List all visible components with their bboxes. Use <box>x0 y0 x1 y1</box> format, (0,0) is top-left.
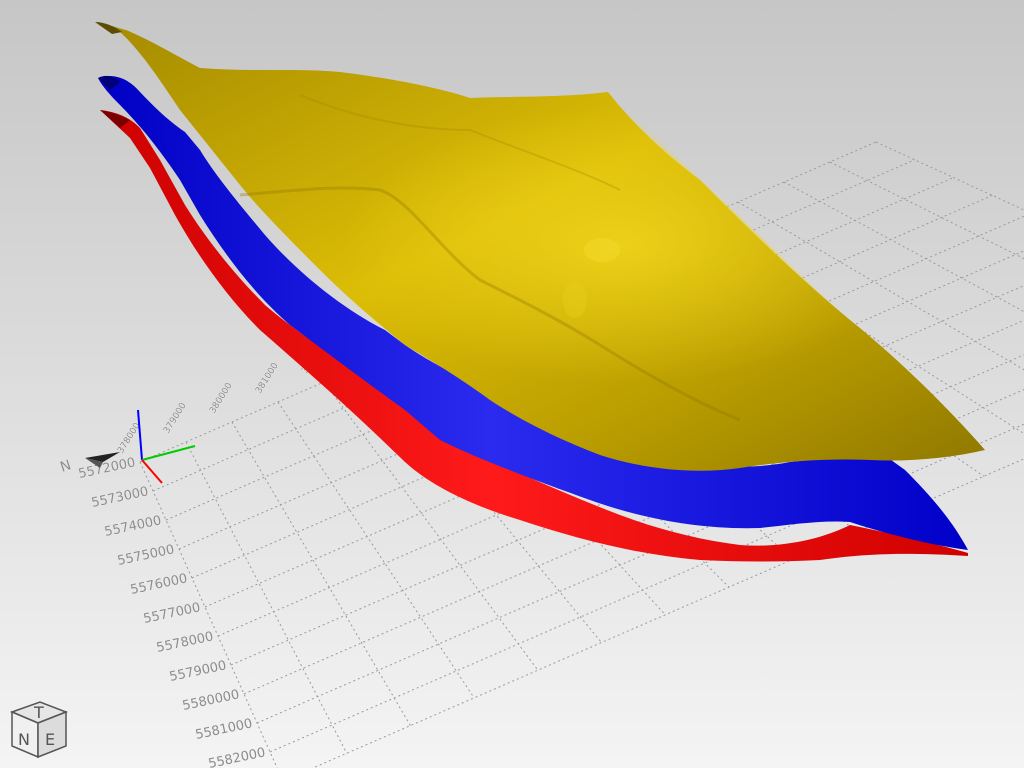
red-horizon-surface[interactable] <box>100 110 968 562</box>
grid-line <box>737 201 1024 371</box>
view-cube-top-face[interactable]: T <box>33 703 44 722</box>
yellow-surface-ridge <box>299 94 621 191</box>
north-arrow-icon <box>85 452 120 462</box>
red-horizon-top-edge <box>100 110 130 128</box>
axes-triad <box>137 409 196 484</box>
view-cube-front-face[interactable]: N <box>18 730 30 749</box>
blue-horizon-surface[interactable] <box>98 75 968 550</box>
grid-line <box>277 401 475 699</box>
x-axis-line <box>141 445 196 461</box>
grid-line <box>256 388 1024 724</box>
yellow-surface-bump <box>563 282 587 318</box>
grid-line <box>230 319 1024 666</box>
view-cube-icon[interactable]: T N E <box>9 701 69 759</box>
north-arrow-label: N <box>58 457 73 475</box>
grid-line <box>165 177 954 521</box>
grid-line <box>243 354 1024 695</box>
north-arrow: N <box>58 452 120 476</box>
yellow-surface-ridge <box>239 186 741 422</box>
grid-line <box>829 161 1024 260</box>
yellow-surface-bump <box>584 238 620 262</box>
view-cube-right-face[interactable]: E <box>45 730 55 749</box>
z-axis-line <box>137 409 143 461</box>
blue-horizon-top-edge <box>98 75 120 90</box>
grid-line <box>185 441 348 754</box>
north-arrow-icon <box>85 458 103 468</box>
grid-line <box>139 461 278 768</box>
yellow-horizon-top-edge <box>95 22 122 34</box>
yellow-surface-highlight <box>180 68 985 462</box>
grid-line <box>231 421 411 726</box>
y-axis-line <box>141 459 163 484</box>
grid-line <box>269 423 1024 753</box>
